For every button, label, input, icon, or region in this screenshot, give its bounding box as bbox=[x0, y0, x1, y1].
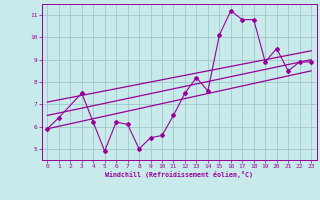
X-axis label: Windchill (Refroidissement éolien,°C): Windchill (Refroidissement éolien,°C) bbox=[105, 171, 253, 178]
